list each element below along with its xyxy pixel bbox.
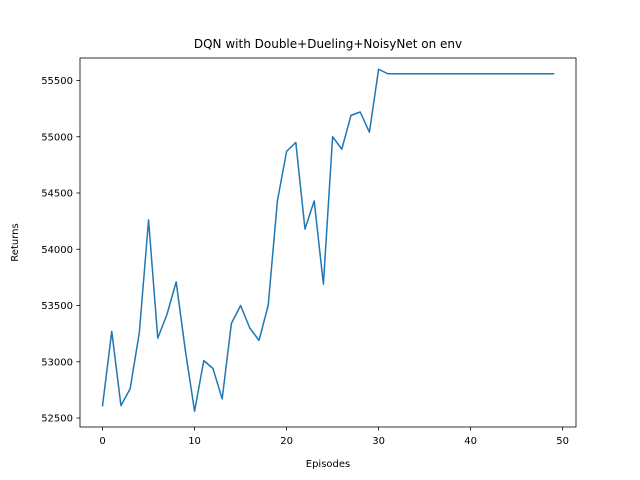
- y-tick-label-2: 53500: [41, 301, 73, 312]
- x-axis-label: Episodes: [306, 459, 350, 470]
- y-tick-label-6: 55500: [41, 76, 73, 87]
- x-tick-label-0: 0: [99, 436, 105, 447]
- y-axis-label: Returns: [10, 223, 21, 261]
- series-line-0: [101, 68, 555, 412]
- axes: [79, 57, 577, 428]
- y-tick-label-4: 54500: [41, 189, 73, 200]
- x-tick-label-1: 10: [188, 436, 201, 447]
- y-tick-label-5: 55000: [41, 132, 73, 143]
- y-tick-label-0: 52500: [41, 414, 73, 425]
- x-tick-label-4: 40: [464, 436, 477, 447]
- y-axis-ticks: 52500 53000 53500 54000 54500 55000 55500: [41, 76, 80, 425]
- x-axis-ticks: 0 10 20 30 40 50: [99, 427, 569, 447]
- x-tick-label-5: 50: [556, 436, 569, 447]
- chart-title: DQN with Double+Dueling+NoisyNet on env: [194, 37, 462, 51]
- x-tick-label-2: 20: [280, 436, 293, 447]
- y-tick-label-3: 54000: [41, 245, 73, 256]
- y-tick-label-1: 53000: [41, 357, 73, 368]
- plot-area: [101, 68, 555, 412]
- axes-frame: [79, 57, 577, 428]
- x-tick-label-3: 30: [372, 436, 385, 447]
